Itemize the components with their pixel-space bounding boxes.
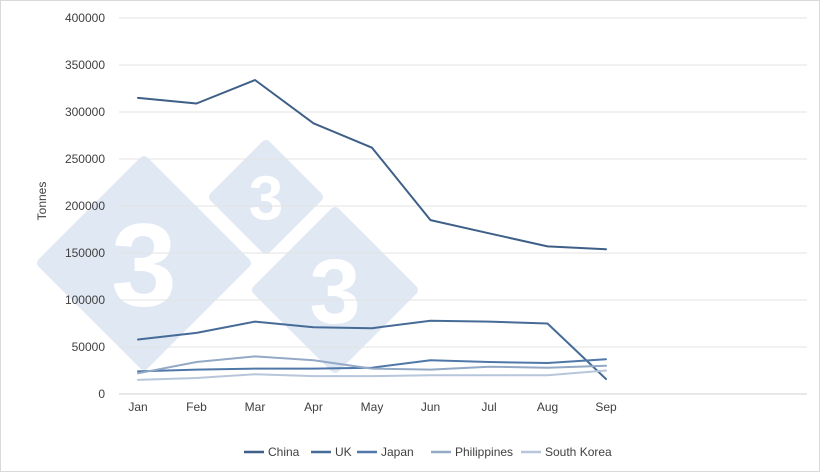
series-line-china	[137, 79, 607, 251]
x-tick-label: Jan	[128, 400, 147, 414]
series-lines	[137, 79, 607, 381]
y-tick-label: 50000	[72, 340, 106, 354]
y-tick-label: 0	[98, 387, 105, 401]
watermark-diamond	[37, 156, 251, 370]
legend-label: South Korea	[545, 445, 612, 459]
watermark-digit: 3	[111, 199, 177, 331]
x-tick-label: Jun	[421, 400, 440, 414]
watermark-digit: 3	[309, 241, 360, 343]
watermark-digit: 3	[249, 164, 283, 233]
y-tick-label: 250000	[65, 152, 105, 166]
series-line-uk	[137, 319, 607, 380]
x-tick-label: Feb	[186, 400, 207, 414]
gridlines	[119, 17, 807, 395]
y-tick-label: 100000	[65, 293, 105, 307]
y-tick-label: 400000	[65, 11, 105, 25]
x-axis-ticks: Jan Feb Mar Apr May Jun Jul Aug Sep	[128, 400, 617, 414]
legend-label: Japan	[381, 445, 414, 459]
x-tick-label: Mar	[245, 400, 266, 414]
legend-label: Philippines	[455, 445, 513, 459]
x-tick-label: May	[361, 400, 384, 414]
y-tick-label: 200000	[65, 199, 105, 213]
y-axis-label: Tonnes	[35, 182, 49, 221]
series-line-south-korea	[137, 369, 607, 381]
x-tick-label: Jul	[481, 400, 496, 414]
y-tick-label: 300000	[65, 105, 105, 119]
series-line-philippines	[137, 355, 607, 375]
y-axis-ticks: 0 50000 100000 150000 200000 250000 300000 3500…	[65, 11, 105, 401]
x-tick-label: Sep	[595, 400, 617, 414]
x-tick-label: Apr	[304, 400, 323, 414]
x-tick-label: Aug	[537, 400, 558, 414]
legend-label: UK	[335, 445, 352, 459]
legend: China UK Japan Philippines South Korea	[244, 445, 612, 459]
y-tick-label: 150000	[65, 246, 105, 260]
watermark-diamond	[209, 140, 323, 254]
legend-label: China	[268, 445, 300, 459]
y-tick-label: 350000	[65, 58, 105, 72]
